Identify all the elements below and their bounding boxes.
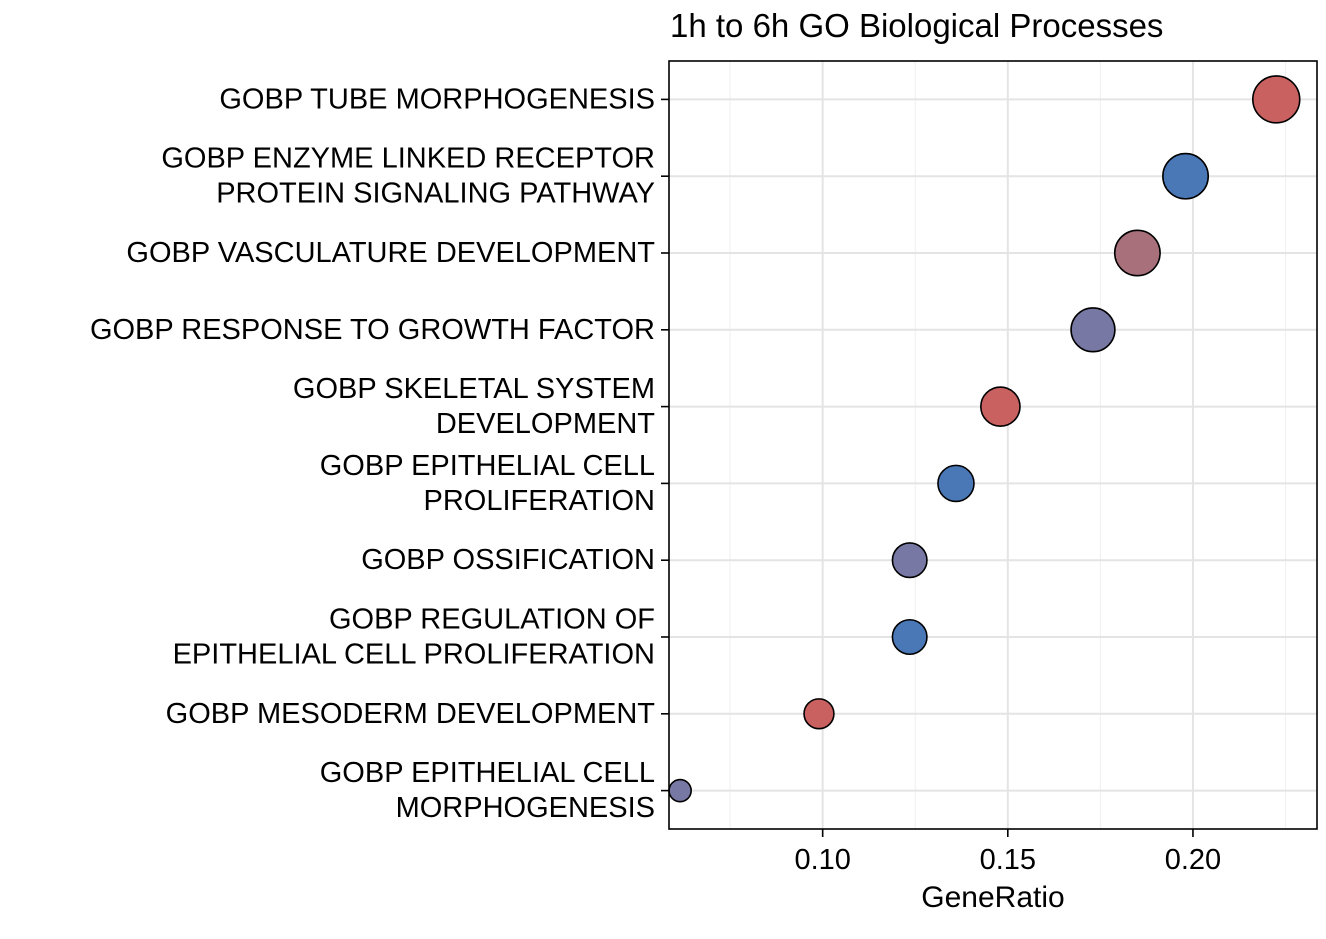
data-point — [1252, 75, 1301, 124]
x-tick-label: 0.15 — [980, 844, 1036, 876]
y-tick-label: EPITHELIAL CELL PROLIFERATION — [173, 639, 655, 671]
y-tick-label: GOBP EPITHELIAL CELL — [320, 757, 655, 789]
y-tick-label: GOBP EPITHELIAL CELL — [320, 450, 655, 482]
data-point — [1070, 307, 1116, 353]
data-point — [1162, 152, 1210, 200]
y-tick-label: GOBP REGULATION OF — [329, 604, 655, 636]
data-point — [1113, 229, 1161, 277]
y-axis: GOBP TUBE MORPHOGENESIS GOBP ENZYME LINKE… — [90, 83, 669, 824]
y-tick-label: GOBP TUBE MORPHOGENESIS — [219, 83, 655, 115]
data-point — [803, 698, 835, 730]
y-tick-label: DEVELOPMENT — [436, 408, 655, 440]
y-tick-label: GOBP SKELETAL SYSTEM — [293, 373, 655, 405]
chart-title: 1h to 6h GO Biological Processes — [670, 7, 1163, 44]
y-tick-label: GOBP OSSIFICATION — [361, 544, 655, 576]
x-axis-label: GeneRatio — [921, 881, 1064, 914]
points-layer — [668, 75, 1301, 803]
data-point — [980, 386, 1021, 427]
data-point — [937, 464, 975, 503]
y-tick-label: GOBP MESODERM DEVELOPMENT — [166, 698, 656, 730]
plot-border — [668, 60, 1318, 830]
grid-layer — [669, 61, 1317, 829]
data-point — [891, 542, 928, 579]
y-tick-label: GOBP VASCULATURE DEVELOPMENT — [126, 237, 655, 269]
data-point — [891, 618, 928, 656]
y-tick-label: GOBP RESPONSE TO GROWTH FACTOR — [90, 314, 655, 346]
y-tick-label: GOBP ENZYME LINKED RECEPTOR — [161, 143, 655, 175]
y-tick-label: PROTEIN SIGNALING PATHWAY — [216, 178, 655, 210]
x-axis: 0.10 0.15 0.20 — [794, 829, 1221, 876]
y-tick-label: PROLIFERATION — [424, 485, 656, 517]
data-point — [668, 778, 692, 803]
x-tick-label: 0.10 — [794, 844, 850, 876]
y-tick-label: MORPHOGENESIS — [396, 792, 655, 824]
x-tick-label: 0.20 — [1165, 844, 1221, 876]
